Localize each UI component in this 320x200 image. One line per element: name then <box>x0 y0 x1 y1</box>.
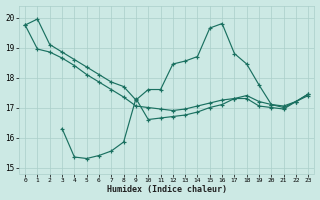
X-axis label: Humidex (Indice chaleur): Humidex (Indice chaleur) <box>107 185 227 194</box>
